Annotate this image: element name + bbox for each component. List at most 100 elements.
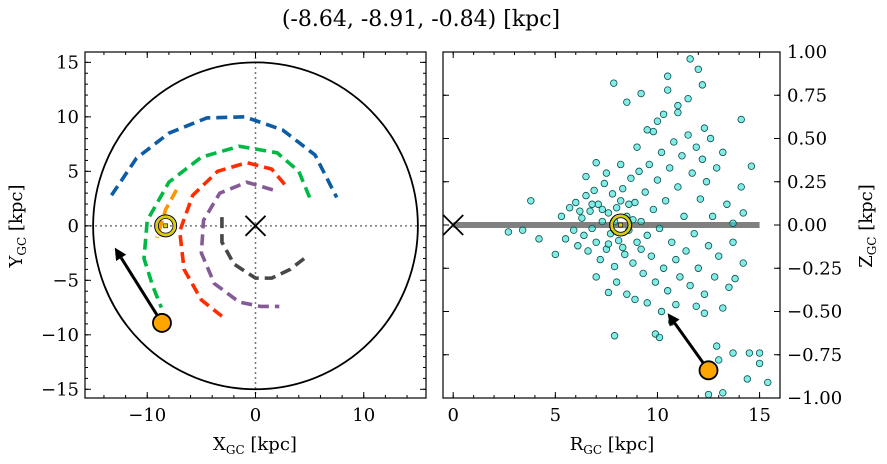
x-axis-label-main: R xyxy=(570,434,584,455)
arrow-head xyxy=(114,247,127,261)
scatter-point xyxy=(590,186,598,195)
scatter-point xyxy=(692,143,700,151)
y-tick-label: 10 xyxy=(56,107,79,128)
scatter-point xyxy=(604,240,613,248)
scatter-point xyxy=(586,207,594,215)
x-tick-label: 5 xyxy=(550,405,561,426)
scatter-point xyxy=(631,198,639,207)
object-position-marker xyxy=(698,360,719,381)
scatter-point xyxy=(670,138,678,146)
scatter-point xyxy=(745,349,754,357)
y-axis-label-subscript: GC xyxy=(15,237,29,256)
x-tick-label: 0 xyxy=(447,405,458,426)
scatter-point xyxy=(637,245,645,253)
sun-marker xyxy=(154,214,178,238)
x-axis-label: XGC [kpc] xyxy=(213,434,297,457)
scatter-point xyxy=(676,273,684,281)
y-tick-label: −1.00 xyxy=(787,388,842,409)
scatter-point xyxy=(600,179,609,188)
y-tick-label: −0.25 xyxy=(787,258,842,279)
y-tick-label: 5 xyxy=(68,161,79,182)
scatter-point xyxy=(647,252,656,260)
y-tick-label: 1.00 xyxy=(787,42,827,63)
scatter-point xyxy=(719,389,727,397)
scatter-point xyxy=(663,86,672,94)
scatter-point xyxy=(619,243,627,252)
scatter-point xyxy=(616,160,625,169)
scatter-point xyxy=(592,273,600,281)
scatter-point xyxy=(578,214,586,222)
scatter-point xyxy=(627,174,635,182)
figure-title: (-8.64, -8.91, -0.84) [kpc] xyxy=(282,7,560,32)
scatter-point xyxy=(580,231,588,240)
scatter-point xyxy=(635,167,643,176)
scatter-point xyxy=(719,304,727,312)
scatter-point xyxy=(608,190,617,198)
y-tick-label: −0.75 xyxy=(787,345,842,366)
scatter-point xyxy=(504,228,513,236)
x-axis-label: RGC [kpc] xyxy=(570,434,655,457)
scatter-point xyxy=(612,203,621,212)
scatter-point xyxy=(574,242,582,250)
scatter-point xyxy=(755,359,764,368)
scatter-point xyxy=(712,342,721,350)
scatter-point xyxy=(668,238,676,246)
scatter-point xyxy=(729,349,737,357)
scatter-point xyxy=(700,124,709,132)
scatter-point xyxy=(643,299,651,307)
scatter-point xyxy=(629,259,637,267)
scatter-point xyxy=(592,159,600,167)
sun-marker xyxy=(609,213,633,237)
scatter-point xyxy=(729,219,737,227)
scatter-point xyxy=(698,81,707,89)
scatter-point xyxy=(535,235,543,243)
boundary-circle xyxy=(92,61,419,391)
scatter-point xyxy=(702,178,711,186)
scatter-point xyxy=(551,250,560,259)
scatter-point xyxy=(621,250,629,259)
scatter-point xyxy=(672,300,680,309)
orbit-path-green xyxy=(142,144,312,309)
scatter-point xyxy=(643,126,651,134)
scatter-point xyxy=(653,176,662,184)
galactic-center-cross-icon xyxy=(244,215,267,237)
scatter-point xyxy=(704,242,713,250)
y-axis-label-subscript: GC xyxy=(865,236,879,255)
sun-inner-ring xyxy=(612,217,629,233)
x-axis-label-subscript: GC xyxy=(226,443,245,457)
plot-area xyxy=(443,55,772,398)
scatter-point xyxy=(692,302,700,311)
orbit-path-gray xyxy=(220,217,306,280)
scatter-point xyxy=(619,184,627,193)
scatter-point xyxy=(633,238,641,246)
scatter-point xyxy=(737,183,745,191)
scatter-point xyxy=(700,290,709,298)
scatter-point xyxy=(610,79,618,87)
y-tick-label: 0 xyxy=(68,216,79,237)
scatter-point xyxy=(715,356,723,364)
scatter-point xyxy=(641,188,649,196)
x-axis-label-unit: [kpc] xyxy=(602,434,654,455)
cross-line xyxy=(443,214,464,236)
y-tick-label: −10 xyxy=(41,325,79,346)
orbit-path-orange xyxy=(155,188,179,239)
scatter-point xyxy=(637,217,645,226)
scatter-point xyxy=(743,375,752,383)
scatter-point xyxy=(725,283,733,291)
scatter-point xyxy=(655,333,664,342)
x-tick-label: −10 xyxy=(128,405,166,426)
scatter-point xyxy=(616,197,625,205)
scatter-point xyxy=(764,378,772,387)
scatter-point xyxy=(570,226,578,234)
velocity-arrow xyxy=(114,247,164,324)
scatter-point xyxy=(672,255,680,264)
plot-area xyxy=(85,52,426,398)
scatter-point xyxy=(643,231,651,240)
scatter-point xyxy=(659,264,668,272)
scatter-point xyxy=(572,198,580,207)
x-tick-label: 10 xyxy=(352,405,375,426)
y-tick-label: −5 xyxy=(52,270,79,291)
scatter-point xyxy=(527,197,535,205)
